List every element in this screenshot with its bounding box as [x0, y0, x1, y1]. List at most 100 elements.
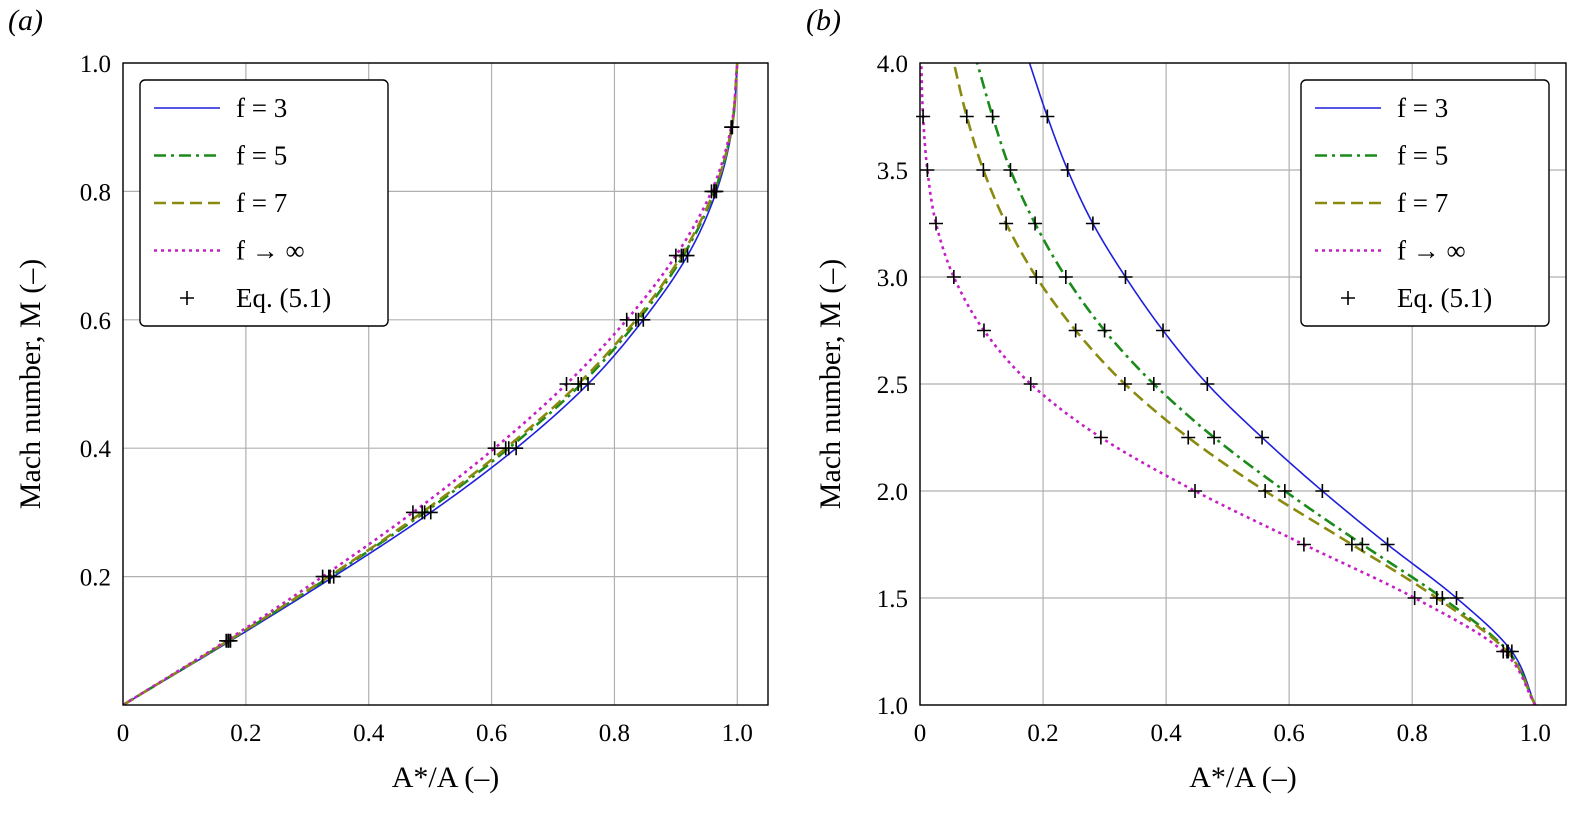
marker-plus: [1380, 537, 1395, 552]
marker-plus: [1023, 377, 1038, 391]
eq-markers: [219, 120, 740, 648]
panel-label: (a): [8, 4, 43, 37]
marker-plus: [1188, 484, 1203, 498]
y-tick-label: 0.8: [80, 179, 111, 206]
legend: f = 3 f = 5 f = 7 f → ∞ Eq. (5.1): [1300, 79, 1550, 327]
plot-frame: [919, 62, 1567, 706]
legend-entry-markers: Eq. (5.1): [236, 283, 331, 313]
legend-entry-2: f = 5: [236, 141, 287, 171]
marker-plus: [1277, 484, 1292, 498]
marker-plus: [1156, 323, 1171, 338]
x-tick-label: 0.8: [1397, 720, 1428, 747]
panel-label: (b): [806, 4, 841, 37]
marker-plus: [1097, 323, 1112, 338]
marker-plus: [509, 441, 524, 456]
x-tick-label: 0.4: [353, 720, 385, 747]
y-tick-label: 0.6: [80, 308, 111, 335]
x-axis-label: A*/A (–): [1189, 761, 1297, 794]
y-tick-label: 0.4: [80, 436, 112, 463]
legend-entry-markers: Eq. (5.1): [1397, 283, 1492, 313]
panel-a: 0 0.2 0.4 0.6 0.8 1.0 0.2 0.4 0.6 0.8 1.0 A*/A (–) M…: [8, 4, 769, 794]
y-axis-label: Mach number, M (–): [814, 259, 847, 509]
x-tick-label: 0.2: [230, 720, 261, 747]
marker-plus: [1315, 484, 1330, 498]
marker-plus: [1058, 270, 1073, 284]
marker-plus: [916, 109, 931, 124]
marker-plus: [1407, 591, 1422, 605]
y-tick-label: 4.0: [877, 51, 908, 78]
marker-plus: [709, 184, 724, 199]
marker-plus: [1118, 270, 1133, 284]
marker-plus: [1146, 377, 1161, 391]
marker-plus: [1029, 270, 1044, 284]
x-tick-label: 0.8: [599, 720, 630, 747]
marker-plus: [1449, 591, 1464, 605]
marker-plus: [1003, 163, 1018, 177]
marker-plus: [1060, 163, 1075, 177]
y-tick-label: 3.0: [877, 265, 908, 292]
marker-plus: [1504, 644, 1519, 659]
marker-plus: [1435, 591, 1450, 605]
marker-plus: [1255, 430, 1270, 445]
legend-box: [139, 79, 389, 327]
marker-plus: [423, 505, 438, 520]
marker-plus: [976, 323, 991, 338]
marker-plus: [1355, 537, 1370, 552]
marker-plus: [1040, 109, 1055, 124]
marker-plus: [999, 216, 1014, 231]
legend-marker-swatch: [1341, 291, 1355, 305]
marker-plus: [1207, 430, 1222, 445]
y-tick-label: 3.5: [877, 158, 908, 185]
marker-plus: [959, 109, 974, 124]
legend-entry-3: f = 7: [236, 188, 287, 218]
marker-plus: [636, 312, 651, 327]
marker-plus: [223, 633, 238, 648]
marker-plus: [1117, 377, 1132, 391]
marker-plus: [1181, 430, 1196, 445]
marker-plus: [680, 248, 695, 263]
legend: f = 3 f = 5 f = 7 f → ∞ Eq. (5.1): [139, 79, 389, 327]
marker-plus: [1085, 216, 1100, 231]
y-tick-label: 1.5: [877, 586, 908, 613]
x-axis-label: A*/A (–): [392, 761, 500, 794]
eq-markers: [916, 109, 1519, 659]
marker-plus: [1296, 537, 1311, 552]
x-tick-label: 0.6: [476, 720, 507, 747]
marker-plus: [581, 377, 596, 391]
marker-plus: [976, 163, 991, 177]
legend-entry-4: f → ∞: [1397, 236, 1466, 266]
marker-plus: [1258, 484, 1273, 498]
marker-plus: [928, 216, 943, 231]
x-tick-label: 0: [914, 720, 927, 747]
legend-entry-2: f = 5: [1397, 141, 1448, 171]
marker-plus: [559, 377, 574, 391]
marker-plus: [1200, 377, 1215, 391]
marker-plus: [946, 270, 961, 284]
x-tick-label: 0: [117, 720, 130, 747]
marker-plus: [326, 569, 341, 584]
marker-plus: [1093, 430, 1108, 445]
x-tick-label: 1.0: [1520, 720, 1551, 747]
y-tick-label: 1.0: [877, 693, 908, 720]
marker-plus: [1028, 216, 1043, 231]
x-tick-label: 0.4: [1150, 720, 1182, 747]
marker-plus: [985, 109, 1000, 124]
panel-b: 0 0.2 0.4 0.6 0.8 1.0 1.0 1.5 2.0 2.5 3.0 3.5 4.0 A*/…: [806, 4, 1567, 794]
legend-entry-3: f = 7: [1397, 188, 1448, 218]
legend-entry-1: f = 3: [236, 93, 287, 123]
y-tick-label: 0.2: [80, 565, 111, 592]
legend-box: [1300, 79, 1550, 327]
marker-plus: [920, 163, 935, 177]
y-tick-label: 1.0: [80, 51, 111, 78]
y-tick-label: 2.5: [877, 372, 908, 399]
x-tick-label: 1.0: [722, 720, 753, 747]
marker-plus: [725, 120, 740, 135]
legend-marker-swatch: [180, 291, 194, 305]
legend-entry-1: f = 3: [1397, 93, 1448, 123]
y-axis-label: Mach number, M (–): [14, 259, 47, 509]
y-tick-label: 2.0: [877, 479, 908, 506]
marker-plus: [1068, 323, 1083, 338]
plot-frame: [122, 62, 769, 706]
legend-entry-4: f → ∞: [236, 236, 305, 266]
